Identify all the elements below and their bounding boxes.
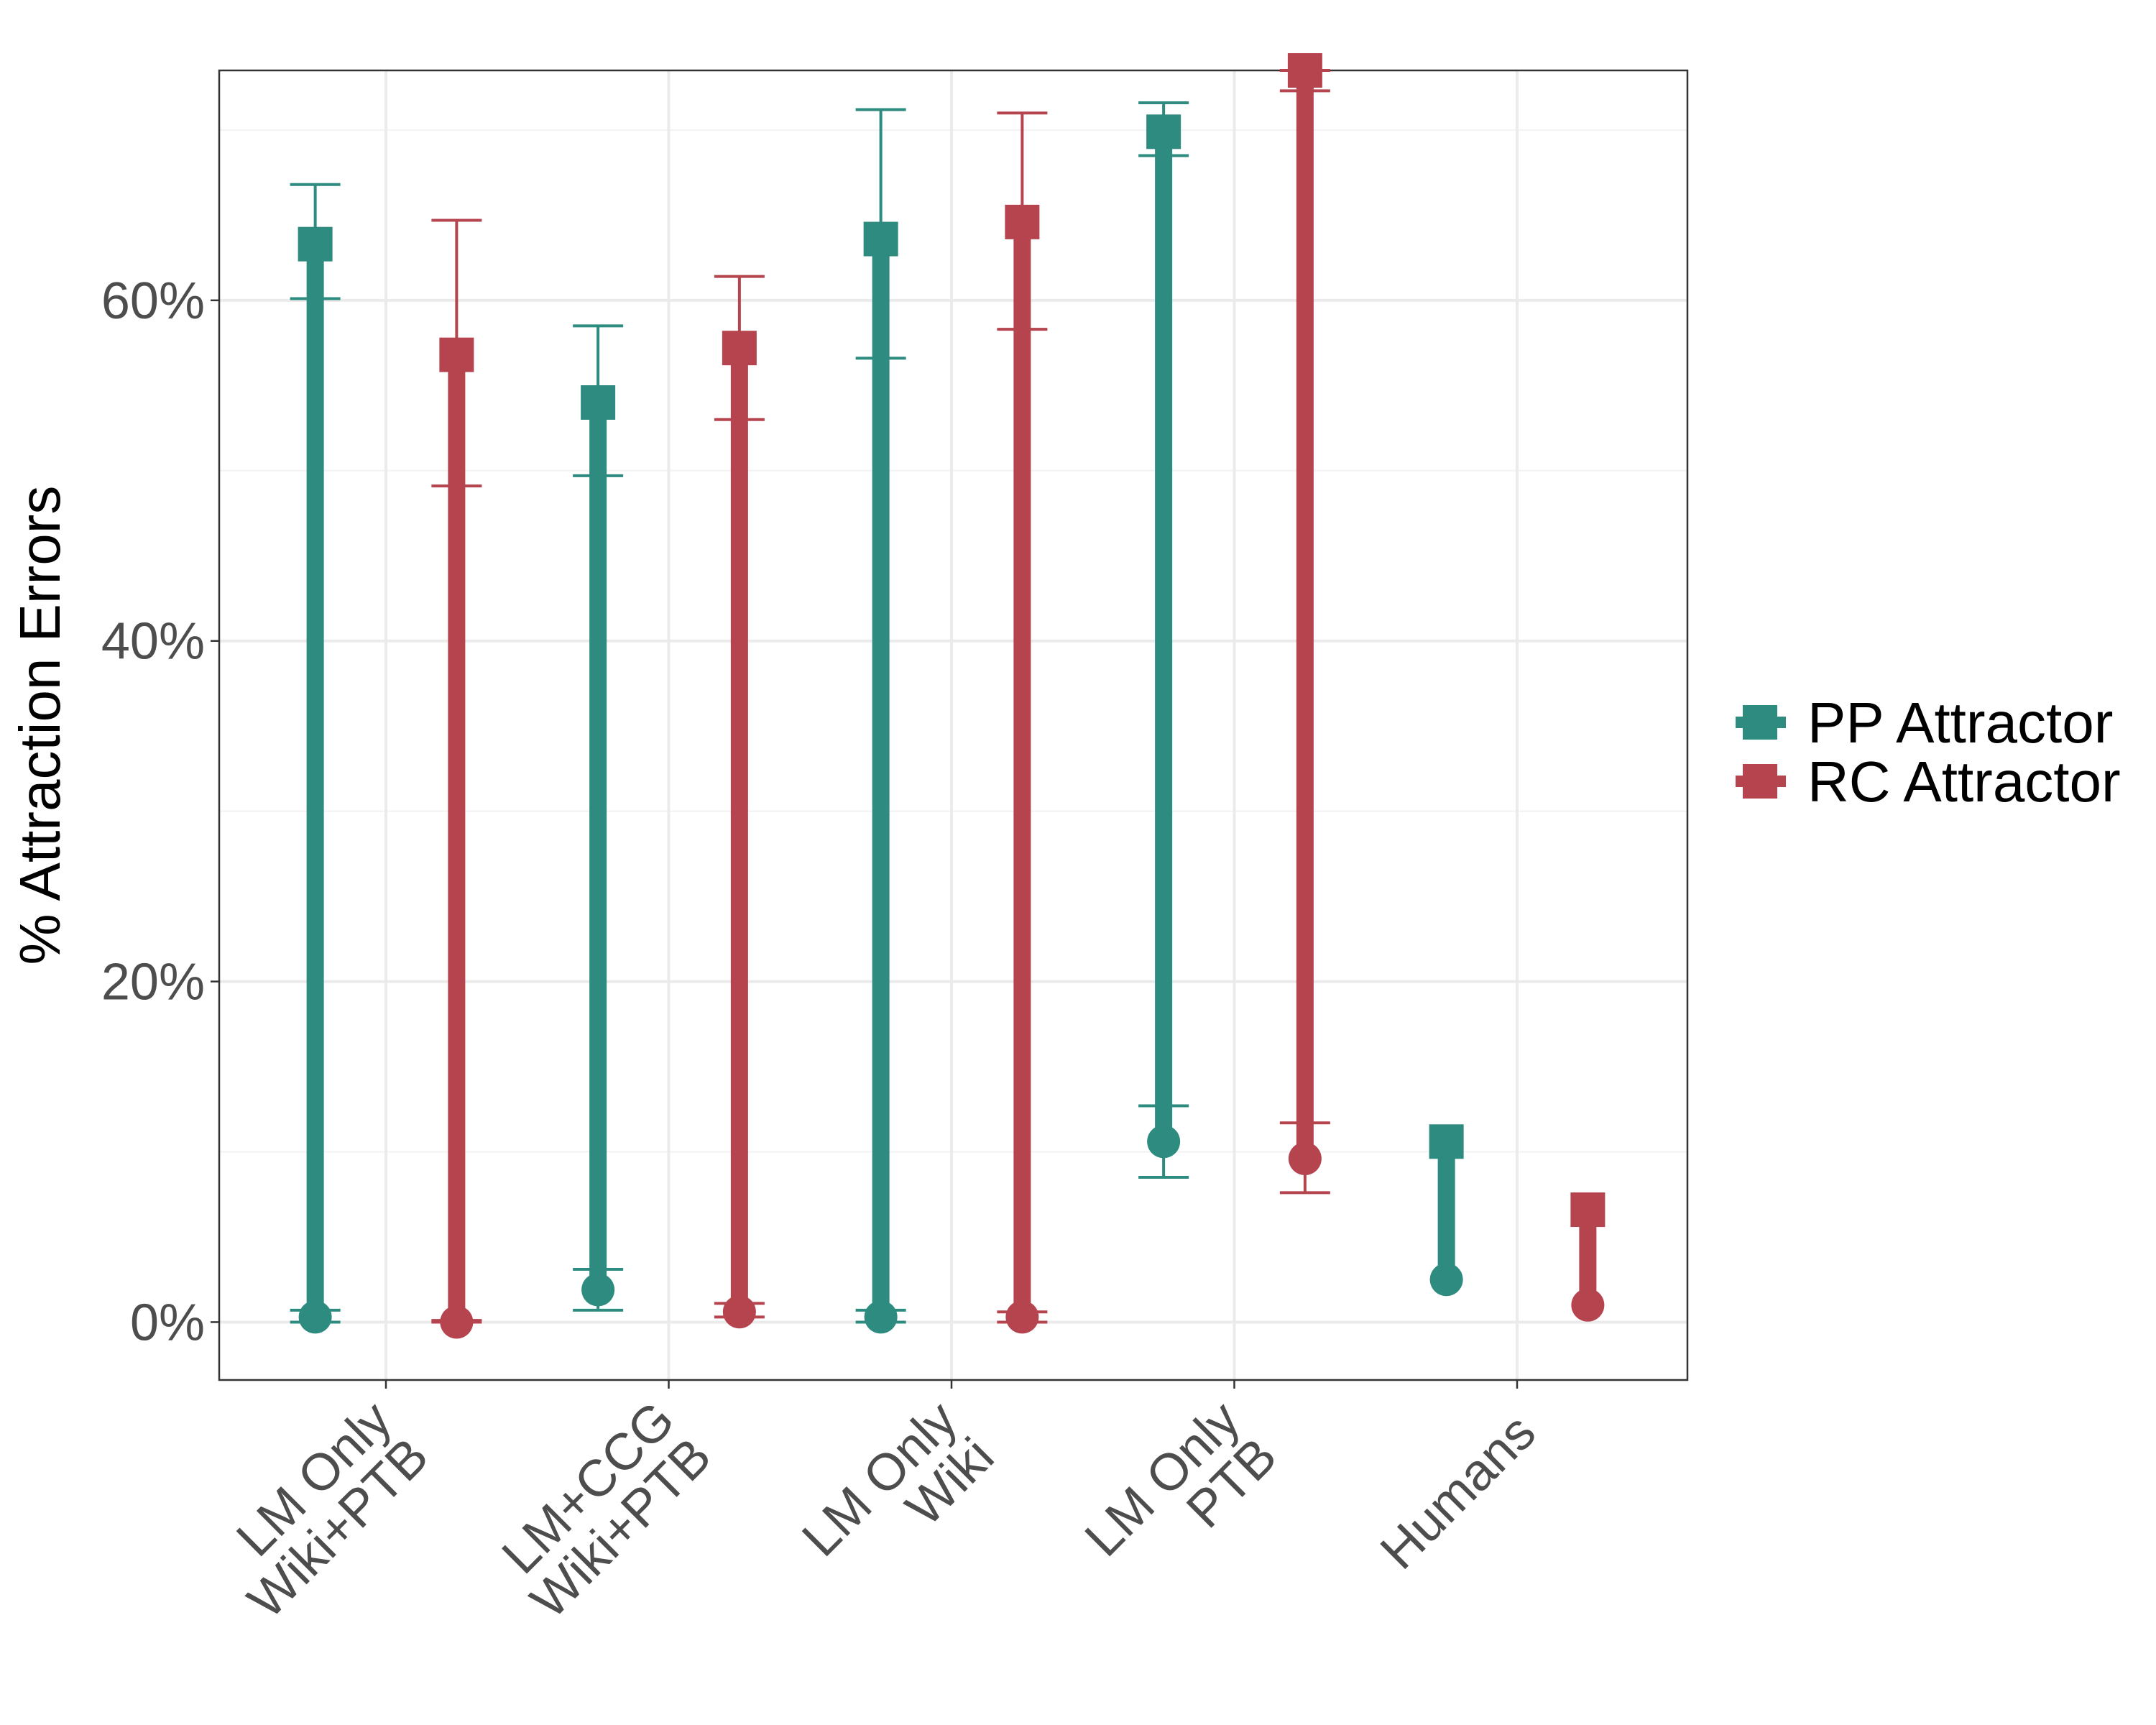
grid-lines — [219, 70, 1687, 1380]
legend-item-pp-attractor: PP Attractor — [1736, 691, 2113, 755]
y-tick-label: 60% — [101, 272, 205, 330]
pp-attractor-circle-point — [1429, 1263, 1463, 1297]
pp-attractor-square-point — [1429, 1124, 1464, 1159]
pp-attractor-square-point — [298, 226, 333, 262]
pp-attractor-circle-point — [1147, 1125, 1181, 1159]
pp-attractor-circle-point — [864, 1300, 898, 1334]
rc-attractor-circle-point — [1288, 1141, 1322, 1175]
rc-attractor-circle-point — [440, 1305, 474, 1339]
rc-attractor-circle-point — [1005, 1300, 1039, 1334]
legend-key-square — [1743, 705, 1777, 740]
y-tick-label: 40% — [101, 613, 205, 671]
pp-attractor-circle-point — [581, 1273, 615, 1307]
legend-item-rc-attractor: RC Attractor — [1736, 750, 2121, 814]
y-axis: 0% 20% 40% 60% — [101, 272, 219, 1351]
y-tick-label: 0% — [130, 1294, 205, 1351]
x-tick-label-group: Humans — [1370, 1403, 1547, 1580]
rc-attractor-square-point — [1570, 1192, 1606, 1228]
y-tick-label: 20% — [101, 954, 205, 1011]
pp-attractor-circle-point — [298, 1300, 332, 1334]
y-axis-title: % Attraction Errors — [8, 486, 72, 965]
pp-attractor-square-point — [863, 221, 898, 257]
legend-key-square — [1743, 764, 1777, 799]
legend-label: PP Attractor — [1807, 691, 2113, 755]
rc-attractor-square-point — [439, 337, 474, 372]
x-tick-label-line1: Humans — [1370, 1403, 1547, 1580]
rc-attractor-circle-point — [722, 1295, 756, 1329]
rc-attractor-square-point — [1287, 53, 1322, 88]
rc-attractor-square-point — [722, 331, 757, 366]
panel-border — [218, 69, 1689, 1381]
data-marks — [290, 53, 1606, 1339]
pp-attractor-square-point — [1146, 114, 1181, 150]
pp-attractor-square-point — [581, 385, 616, 420]
legend-label: RC Attractor — [1807, 750, 2121, 814]
rc-attractor-circle-point — [1571, 1288, 1605, 1322]
rc-attractor-square-point — [1005, 204, 1040, 239]
